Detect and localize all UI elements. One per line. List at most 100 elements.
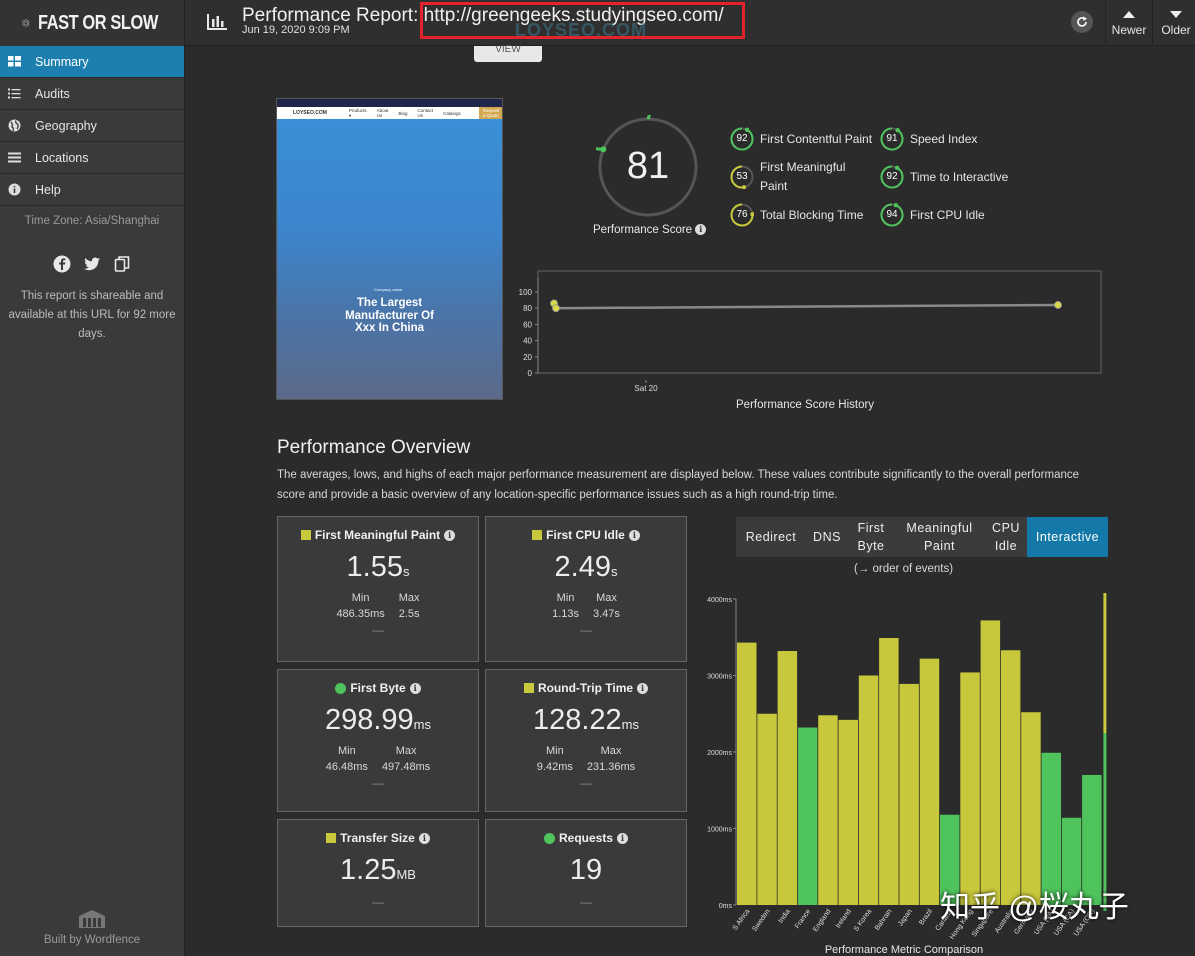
sidebar-item-summary[interactable]: Summary	[0, 46, 184, 78]
bar[interactable]	[838, 719, 859, 905]
x-tick-label: France	[794, 908, 812, 930]
bar[interactable]	[879, 638, 899, 905]
trend-dash: —	[372, 895, 384, 909]
screenshot-nav-item: Contact Us	[417, 108, 433, 118]
bar[interactable]	[777, 651, 798, 905]
metric-ring: 91	[880, 127, 904, 151]
tab-first-byte[interactable]: First Byte	[857, 521, 885, 553]
sidebar-item-help[interactable]: Help	[0, 174, 184, 206]
info-icon[interactable]: i	[444, 529, 456, 541]
screenshot-nav-item: About Us	[376, 108, 389, 118]
info-icon[interactable]: i	[628, 529, 640, 541]
newer-button[interactable]: Newer	[1105, 0, 1152, 46]
info-icon[interactable]: i	[409, 682, 421, 694]
y-tick-label: 100	[519, 288, 533, 297]
facebook-icon[interactable]	[53, 255, 71, 273]
info-icon	[8, 183, 21, 196]
report-url[interactable]: http://greengeeks.studyingseo.com/	[423, 5, 724, 26]
bar[interactable]	[1082, 774, 1102, 905]
twitter-icon[interactable]	[83, 255, 101, 273]
min-value: 9.42ms	[536, 761, 573, 773]
sidebar-item-locations[interactable]: Locations	[0, 142, 184, 174]
value-unit: s	[402, 564, 410, 579]
legend-dot	[335, 682, 347, 694]
sidebar-item-geography[interactable]: Geography	[0, 110, 184, 142]
info-icon[interactable]: i	[695, 224, 707, 236]
metric-score: 94	[886, 209, 898, 220]
value-unit: ms	[621, 717, 640, 732]
bar[interactable]	[919, 658, 940, 905]
app-name: FAST OR SLOW	[37, 11, 158, 34]
metric-tti: 92 Time to Interactive	[880, 165, 1008, 189]
ring-arc	[730, 203, 754, 227]
metric-name: First Meaningful Paint	[760, 160, 846, 193]
card-title: Transfer Size i	[278, 831, 478, 845]
card-title: First Byte i	[278, 681, 478, 695]
overview-description: The averages, lows, and highs of each ma…	[277, 469, 1080, 501]
bar-chart-icon	[207, 14, 227, 30]
page-title: Performance Report: http://greengeeks.st…	[242, 5, 724, 27]
card-title-text: First CPU Idle	[546, 528, 625, 542]
trend-dash: —	[372, 776, 384, 790]
bar[interactable]	[757, 713, 777, 905]
url-highlight-box	[420, 2, 745, 39]
card-title-text: Round-Trip Time	[537, 681, 634, 695]
bar[interactable]	[940, 814, 960, 905]
score-point[interactable]	[552, 304, 560, 313]
value-number: 298.99	[324, 704, 414, 736]
bar[interactable]	[1041, 752, 1062, 905]
bar[interactable]	[818, 715, 838, 905]
metric-score: 91	[886, 133, 898, 144]
bar[interactable]	[858, 675, 879, 906]
top-bar: Performance Report: http://greengeeks.st…	[185, 0, 1195, 46]
info-icon[interactable]: i	[617, 832, 629, 844]
bar[interactable]	[960, 672, 980, 905]
tab-interactive[interactable]: Interactive	[1027, 517, 1108, 557]
bars-icon	[8, 152, 21, 163]
metric-score: 76	[736, 209, 748, 220]
x-tick-label: S Korea	[853, 908, 873, 933]
bar[interactable]	[1021, 712, 1041, 905]
tab-dns[interactable]: DNS	[813, 530, 841, 544]
bar[interactable]	[1061, 817, 1082, 905]
tab-cpu-idle[interactable]: CPU Idle	[992, 521, 1020, 553]
sidebar-item-audits[interactable]: Audits	[0, 78, 184, 110]
bar[interactable]	[737, 642, 757, 905]
metric-ring: 94	[880, 203, 904, 227]
bar[interactable]	[797, 727, 818, 905]
brand[interactable]: FAST OR SLOW	[0, 0, 184, 46]
bar[interactable]	[899, 683, 919, 905]
history-caption: Performance Score History	[736, 399, 875, 411]
watermark: LOYSEO.COM	[515, 20, 648, 40]
view-tab[interactable]: VIEW	[474, 45, 542, 62]
legend-square	[300, 530, 311, 540]
x-tick-label: Sweden	[751, 908, 771, 933]
tab-meaningful-paint[interactable]: Meaningful Paint	[906, 521, 973, 553]
y-tick-label: 3000ms	[707, 674, 732, 681]
built-by[interactable]: Built by Wordfence	[0, 908, 184, 946]
card-title-text: First Byte	[350, 681, 406, 695]
max-label: Max	[596, 592, 617, 604]
score-point[interactable]	[1054, 301, 1062, 309]
metric-ring: 92	[730, 127, 754, 151]
metric-score: 92	[886, 171, 898, 182]
max-label: Max	[395, 745, 417, 757]
info-icon[interactable]: i	[418, 832, 430, 844]
screenshot-nav-item: Blog	[398, 110, 408, 116]
copy-icon[interactable]	[113, 255, 131, 273]
bar[interactable]	[980, 620, 1001, 905]
tab-redirect[interactable]: Redirect	[745, 530, 797, 544]
headline-line: Manufacturer Of	[345, 309, 434, 322]
y-tick-label: 60	[523, 320, 532, 329]
metric-tbt: 76 Total Blocking Time	[730, 203, 863, 227]
card-value: 2.49s	[486, 551, 686, 584]
min-label: Min	[351, 592, 370, 604]
bar[interactable]	[1000, 650, 1021, 905]
older-button[interactable]: Older	[1152, 0, 1195, 46]
trend-dash: —	[372, 623, 384, 637]
card-value: 19	[486, 854, 686, 887]
info-icon[interactable]: i	[637, 682, 649, 694]
metric-name: Speed Index	[910, 132, 978, 146]
refresh-button[interactable]	[1071, 11, 1093, 33]
screenshot-nav: LOYSEO.COM Products ▾ About Us Blog Cont…	[277, 107, 502, 119]
